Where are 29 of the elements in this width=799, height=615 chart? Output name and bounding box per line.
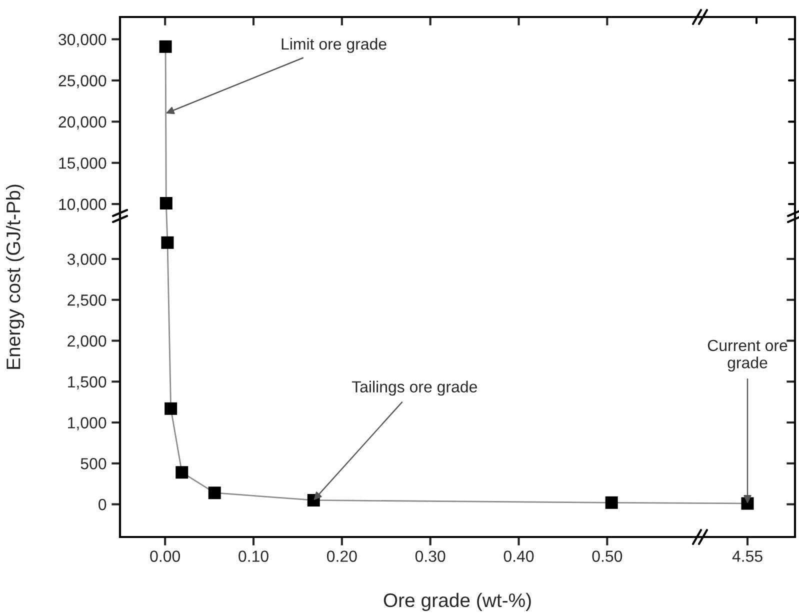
y-tick-label: 20,000 (58, 116, 106, 130)
y-tick-label: 10,000 (59, 198, 106, 212)
y-axis-title: Energy cost (GJ/t-Pb) (6, 184, 24, 369)
y-tick-label: 2,000 (68, 335, 106, 349)
y-tick-label: 30,000 (58, 34, 106, 48)
annotation: Current ore grade (708, 340, 788, 372)
annotation: Limit ore grade (282, 38, 386, 53)
x-tick-label: 0.10 (238, 550, 268, 562)
x-tick-label: 0.30 (415, 550, 446, 562)
point (164, 402, 178, 415)
y-tick-label: 2,500 (68, 294, 106, 308)
point (605, 496, 618, 509)
x-tick-label: 0.50 (592, 550, 622, 562)
y-tick-label: 0 (98, 498, 106, 510)
y-tick-label: 500 (80, 458, 106, 470)
x-tick-label: 4.55 (732, 550, 762, 562)
y-tick-label: 3,000 (67, 254, 106, 267)
y-tick-label: 1,500 (68, 376, 106, 390)
point (161, 236, 174, 249)
y-tick-label: 1,000 (68, 417, 106, 430)
x-tick-label: 0.20 (327, 550, 357, 562)
x-tick-label: 0.00 (150, 550, 180, 562)
point (176, 466, 188, 479)
x-axis-title: Ore grade (wt-%) (384, 592, 531, 611)
x-tick-label: 0.40 (504, 550, 534, 562)
y-tick-label: 15,000 (59, 157, 106, 171)
y-tick-label: 25,000 (58, 75, 106, 88)
point (208, 486, 221, 500)
annotation: Tailings ore grade (352, 380, 477, 396)
